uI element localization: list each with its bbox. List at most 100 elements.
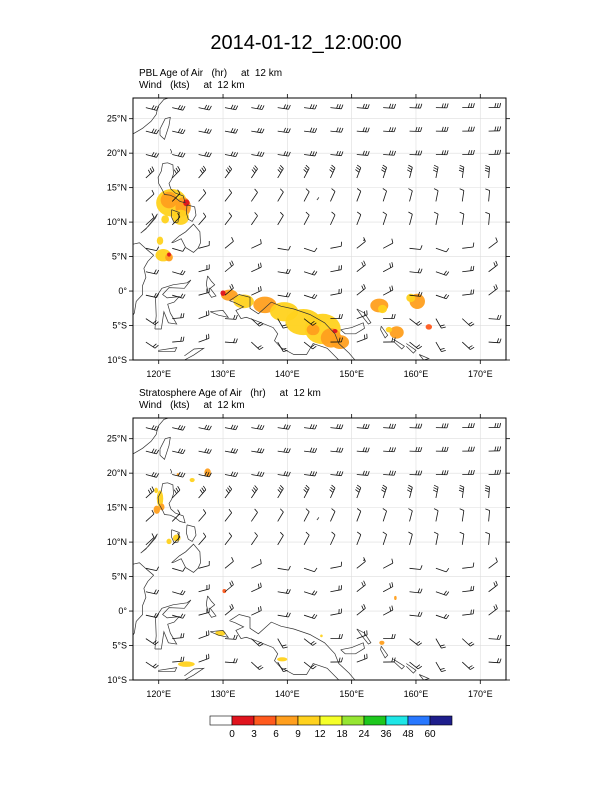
wind-barb [172,590,186,596]
wind-barb [488,604,498,616]
coastline [229,294,356,360]
wind-barb [433,508,439,522]
age-of-air-patch [161,215,170,224]
age-of-air-patch [306,324,320,336]
wind-barb [145,661,159,669]
lon-tick-label: 150°E [339,369,364,379]
wind-barb [277,318,288,329]
coastline [406,663,417,674]
wind-barb [382,285,394,296]
wind-barb [330,423,344,430]
wind-barb [277,508,284,522]
wind-barb [458,484,465,499]
wind-barb [409,318,423,326]
wind-barb [461,341,475,350]
coastline [169,148,172,154]
wind-barb [145,318,159,326]
lat-tick-label: 5°N [112,572,127,582]
lon-tick-label: 170°E [468,689,493,699]
wind-barb [356,423,370,429]
wind-barb [172,471,186,478]
coastline [171,223,201,253]
wind-barb [435,294,450,300]
wind-barb [172,424,186,431]
wind-barb [251,661,264,670]
wind-barb [224,338,238,344]
wind-barb [198,424,212,431]
wind-barb [172,567,186,572]
wind-barb [172,151,186,158]
wind-barb [459,211,465,225]
wind-barb [145,509,155,522]
wind-barb [383,103,396,109]
wind-barb [330,211,336,226]
wind-barb [330,288,342,296]
wind-barb [198,104,212,111]
map-content [133,418,506,680]
coastline [406,343,417,354]
age-of-air-patch [166,538,172,545]
wind-barb [381,164,387,179]
age-of-air-patch [378,304,388,314]
age-of-air-patch [159,503,165,511]
coastline [133,562,155,636]
wind-barb [383,447,396,453]
wind-barb [330,585,342,593]
wind-barb [409,268,423,274]
colorbar-label: 3 [251,729,257,740]
wind-barb [145,612,160,618]
wind-barb [382,558,394,569]
wind-barb [198,584,210,593]
wind-barb [277,341,288,352]
wind-barb [488,557,498,569]
wind-barb [383,470,396,476]
wind-barb [224,634,238,640]
wind-barb [198,333,210,343]
wind-barb [382,211,387,225]
age-of-air-patch [165,253,173,262]
wind-barb [461,318,475,327]
wind-barb [171,166,181,179]
wind-barb [251,471,265,477]
coastline [140,533,158,554]
wind-barb [172,656,185,663]
pbl-age-of-air-map: 120°E 130°E 140°E 150°E 160°E 170°E 25°N 20°N 15… [107,94,510,379]
coastline [229,614,356,680]
wind-barb [224,128,239,134]
wind-barb [145,269,160,275]
wind-barb [330,337,343,343]
wind-barb [330,241,342,249]
wind-barb [277,165,284,179]
wind-barb [303,270,318,276]
wind-barb [303,531,310,546]
wind-barb [251,559,262,569]
lat-tick-label: 20°N [107,468,127,478]
wind-barb [409,423,423,429]
wind-barb [383,127,396,133]
colorbar-label: 48 [402,729,414,740]
age-of-air-patch [389,326,404,339]
wind-barb [304,150,318,157]
wind-barb [356,531,362,546]
wind-barb [330,531,336,546]
wind-barb [488,469,502,475]
wind-barb [356,150,370,156]
wind-barb [145,486,155,499]
wind-barb [198,607,210,616]
wind-barb [330,103,344,110]
wind-barb [277,188,284,202]
wind-barb [304,424,318,430]
wind-barb [435,103,449,109]
wind-barb [432,164,439,179]
wind-barb [277,292,291,298]
wind-barb [304,447,318,453]
wind-barb [251,165,258,179]
age-of-air-patch [233,294,254,309]
coastline [158,667,178,673]
wind-barb [462,289,475,296]
wind-barb [383,634,396,640]
wind-barb [303,508,310,522]
colorbar-label: 36 [380,729,392,740]
wind-barb [224,165,233,179]
wind-barb [409,126,423,132]
